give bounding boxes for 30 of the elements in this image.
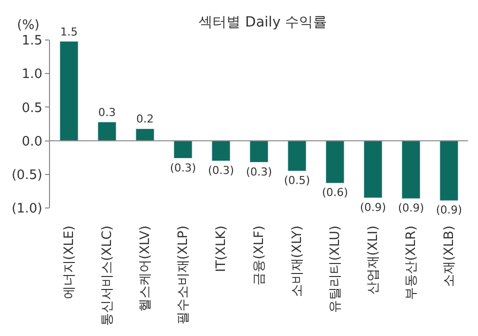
data-label: (0.9) [360, 200, 386, 214]
x-tick-label: 소비재(XLY) [290, 226, 306, 298]
x-tick-label: 부동산(XLR) [404, 226, 420, 300]
x-tick-label: 금융(XLF) [252, 226, 268, 286]
y-tick-label: 1.5 [22, 34, 42, 49]
y-tick-label: 1.0 [22, 67, 42, 82]
data-label: (0.5) [284, 174, 310, 188]
y-tick-label: (1.0) [12, 202, 42, 217]
x-tick-label: 헬스케어(XLV) [138, 226, 154, 312]
y-tick-label: 0.5 [22, 100, 42, 116]
x-tick-label: 소재(XLB) [442, 226, 458, 287]
x-tick-label: 필수소비재(XLP) [176, 226, 192, 325]
data-label: (0.6) [322, 186, 348, 200]
data-label: 0.2 [136, 112, 154, 126]
data-label: (0.9) [398, 202, 424, 215]
x-tick-label: IT(XLK) [214, 226, 230, 272]
x-tick-label: 통신서비스(XLC) [100, 226, 116, 326]
y-tick-label: (0.5) [12, 168, 42, 183]
x-tick-label: 에너지(XLE) [62, 226, 78, 300]
y-tick-label: 0.0 [22, 134, 42, 150]
data-label: (0.3) [208, 164, 234, 177]
data-label: 1.5 [60, 25, 78, 38]
y-axis-title: (%) [17, 18, 40, 33]
data-label: 0.3 [98, 106, 116, 119]
data-label: (0.9) [436, 204, 462, 217]
x-tick-label: 유틸리티(XLU) [328, 226, 344, 313]
data-label: (0.3) [246, 165, 272, 178]
chart-title: 섹터별 Daily 수익률 [198, 14, 328, 31]
data-label: (0.3) [170, 161, 196, 174]
x-tick-label: 산업재(XLI) [366, 226, 382, 295]
